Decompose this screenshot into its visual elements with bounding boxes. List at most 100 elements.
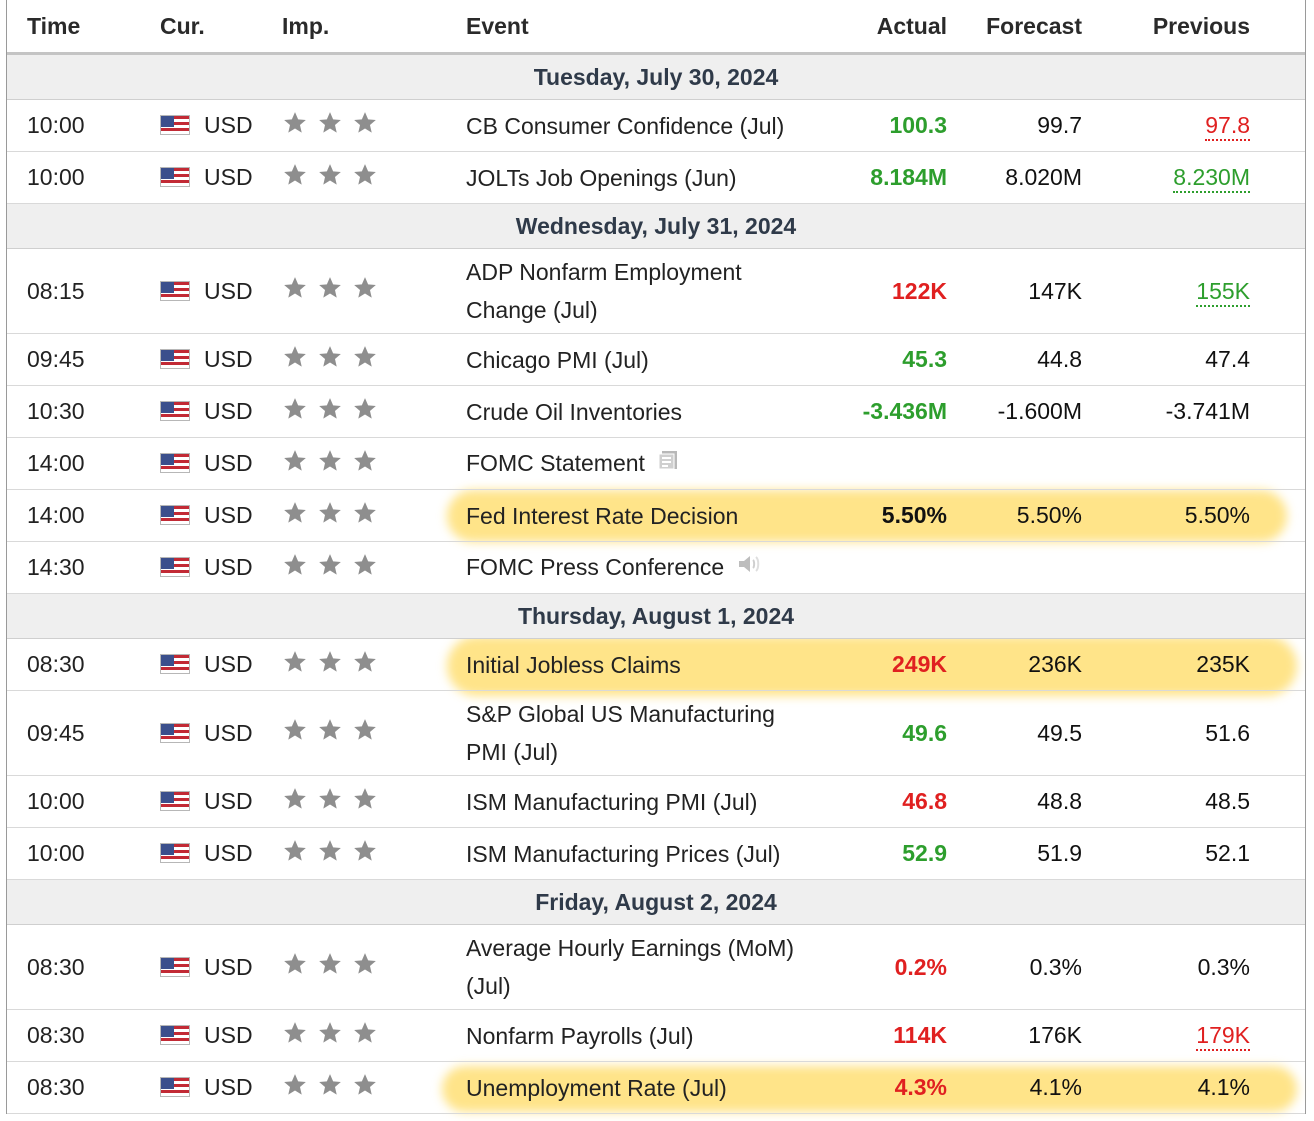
- event-name[interactable]: Crude Oil Inventories: [466, 398, 683, 425]
- star-icon: [352, 1020, 378, 1052]
- event-name[interactable]: Unemployment Rate (Jul): [466, 1074, 727, 1101]
- actual-value: -3.436M: [862, 398, 947, 425]
- event-cell: FOMC Statement: [447, 437, 819, 490]
- previous-value[interactable]: 97.8: [1205, 112, 1250, 142]
- star-icon: [282, 275, 308, 307]
- us-flag-icon: [160, 843, 190, 864]
- actual-value: 46.8: [902, 788, 947, 815]
- actual-cell: 100.3: [819, 99, 947, 152]
- event-row[interactable]: 10:00 USD ISM Manufacturing Prices (Jul) 52…: [7, 827, 1305, 880]
- header-event[interactable]: Event: [447, 0, 819, 55]
- event-name-line1: S&P Global US Manufacturing: [466, 701, 775, 727]
- header-forecast[interactable]: Forecast: [947, 0, 1082, 55]
- forecast-value: 51.9: [1037, 840, 1082, 867]
- actual-cell: 122K: [819, 248, 947, 334]
- previous-cell: 51.6: [1082, 690, 1250, 776]
- event-name[interactable]: JOLTs Job Openings (Jun): [466, 164, 737, 191]
- previous-cell: 47.4: [1082, 333, 1250, 386]
- header-currency[interactable]: Cur.: [139, 0, 269, 55]
- event-row[interactable]: 10:00 USD ISM Manufacturing PMI (Jul) 46.8 4…: [7, 775, 1305, 828]
- day-header: Tuesday, July 30, 2024: [7, 53, 1305, 100]
- event-cell: ISM Manufacturing PMI (Jul): [447, 775, 819, 828]
- actual-value: 8.184M: [870, 164, 947, 191]
- importance-stars: [269, 1061, 447, 1114]
- previous-value[interactable]: 155K: [1196, 277, 1250, 307]
- us-flag-icon: [160, 280, 190, 301]
- previous-value: 0.3%: [1197, 953, 1250, 980]
- star-icon: [282, 448, 308, 480]
- event-row[interactable]: 14:00 USD FOMC Statement: [7, 437, 1305, 490]
- event-time: 08:15: [7, 248, 139, 334]
- event-name[interactable]: Initial Jobless Claims: [466, 651, 681, 678]
- header-time[interactable]: Time: [7, 0, 139, 55]
- forecast-value: 236K: [1028, 651, 1082, 678]
- forecast-cell: 176K: [947, 1009, 1082, 1062]
- event-name[interactable]: ISM Manufacturing Prices (Jul): [466, 840, 781, 867]
- event-row[interactable]: 08:30 USD Nonfarm Payrolls (Jul) 114K 176K 17…: [7, 1009, 1305, 1062]
- event-name[interactable]: Nonfarm Payrolls (Jul): [466, 1022, 694, 1049]
- document-icon[interactable]: [657, 446, 681, 483]
- actual-cell: -3.436M: [819, 385, 947, 438]
- previous-value: 4.1%: [1197, 1074, 1250, 1101]
- star-icon: [282, 717, 308, 749]
- header-actual[interactable]: Actual: [819, 0, 947, 55]
- speaker-icon[interactable]: [736, 550, 762, 587]
- event-row[interactable]: 08:30 USD Average Hourly Earnings (MoM) (Ju…: [7, 924, 1305, 1010]
- star-icon: [352, 500, 378, 532]
- event-row[interactable]: 08:15 USD ADP Nonfarm Employment Change (Ju…: [7, 248, 1305, 334]
- event-row[interactable]: 10:30 USD Crude Oil Inventories -3.436M -1.6…: [7, 385, 1305, 438]
- forecast-cell: 48.8: [947, 775, 1082, 828]
- event-row[interactable]: 08:30 USD Unemployment Rate (Jul) 4.3% 4.1% 4…: [7, 1061, 1305, 1114]
- event-time: 10:00: [7, 99, 139, 152]
- event-row[interactable]: 10:00 USD JOLTs Job Openings (Jun) 8.184M 8.…: [7, 151, 1305, 204]
- forecast-value: 4.1%: [1029, 1074, 1082, 1101]
- header-previous[interactable]: Previous: [1082, 0, 1250, 55]
- event-name[interactable]: FOMC Statement: [466, 449, 645, 476]
- forecast-cell: 8.020M: [947, 151, 1082, 204]
- event-name[interactable]: ADP Nonfarm Employment Change (Jul): [466, 253, 742, 329]
- us-flag-icon: [160, 1025, 190, 1046]
- star-icon: [352, 275, 378, 307]
- forecast-cell: 0.3%: [947, 924, 1082, 1010]
- event-row[interactable]: 09:45 USD S&P Global US Manufacturing PMI (…: [7, 690, 1305, 776]
- event-row[interactable]: 08:30 USD Initial Jobless Claims 249K 236K 23…: [7, 638, 1305, 691]
- event-name[interactable]: Average Hourly Earnings (MoM) (Jul): [466, 929, 794, 1005]
- previous-value[interactable]: 8.230M: [1173, 164, 1250, 194]
- previous-cell: 8.230M: [1082, 151, 1250, 204]
- event-row[interactable]: 14:00 USD Fed Interest Rate Decision 5.50% 5…: [7, 489, 1305, 542]
- event-currency: USD: [204, 450, 253, 477]
- event-row[interactable]: 14:30 USD FOMC Press Conference: [7, 541, 1305, 594]
- importance-stars: [269, 775, 447, 828]
- forecast-value: -1.600M: [997, 398, 1082, 425]
- previous-value[interactable]: 179K: [1196, 1022, 1250, 1052]
- previous-cell: 5.50%: [1082, 489, 1250, 542]
- forecast-cell: 99.7: [947, 99, 1082, 152]
- header-importance[interactable]: Imp.: [269, 0, 447, 55]
- us-flag-icon: [160, 453, 190, 474]
- event-name[interactable]: S&P Global US Manufacturing PMI (Jul): [466, 695, 775, 771]
- event-currency: USD: [204, 651, 253, 678]
- event-name[interactable]: FOMC Press Conference: [466, 553, 725, 580]
- event-cell: ADP Nonfarm Employment Change (Jul): [447, 248, 819, 334]
- star-icon: [317, 951, 343, 983]
- event-row[interactable]: 10:00 USD CB Consumer Confidence (Jul) 100.…: [7, 99, 1305, 152]
- event-name[interactable]: ISM Manufacturing PMI (Jul): [466, 788, 758, 815]
- forecast-cell: [947, 541, 1082, 594]
- us-flag-icon: [160, 349, 190, 370]
- star-icon: [317, 1020, 343, 1052]
- event-name-line2: PMI (Jul): [466, 739, 558, 765]
- actual-cell: 114K: [819, 1009, 947, 1062]
- event-row[interactable]: 09:45 USD Chicago PMI (Jul) 45.3 44.8 47.4: [7, 333, 1305, 386]
- previous-value: 48.5: [1205, 788, 1250, 815]
- event-cell: JOLTs Job Openings (Jun): [447, 151, 819, 204]
- event-currency-cell: USD: [139, 1061, 269, 1114]
- star-icon: [317, 448, 343, 480]
- event-cell: CB Consumer Confidence (Jul): [447, 99, 819, 152]
- event-name[interactable]: Chicago PMI (Jul): [466, 346, 649, 373]
- event-name[interactable]: Fed Interest Rate Decision: [466, 502, 739, 529]
- star-icon: [352, 162, 378, 194]
- event-name[interactable]: CB Consumer Confidence (Jul): [466, 112, 785, 139]
- event-currency-cell: USD: [139, 489, 269, 542]
- us-flag-icon: [160, 722, 190, 743]
- event-currency: USD: [204, 502, 253, 529]
